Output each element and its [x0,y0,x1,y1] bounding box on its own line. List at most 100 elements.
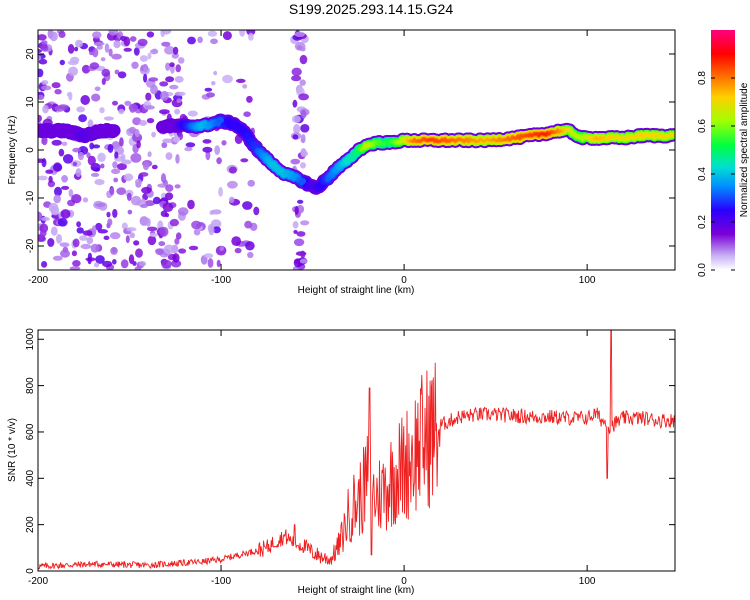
heatmap-cell [145,218,151,227]
heatmap-cell [148,77,159,82]
heatmap-cell [38,58,48,65]
heatmap-cell [87,155,96,166]
heatmap-cell [91,93,101,102]
heatmap-cell [57,104,69,110]
heatmap-cell [291,115,301,123]
heatmap-cell [75,168,82,178]
heatmap-cell [110,246,118,255]
heatmap-cell [127,209,133,215]
heatmap-cell [61,185,70,190]
heatmap-cell [157,183,169,188]
heatmap-cell [41,216,50,222]
heatmap-cell [292,134,299,140]
heatmap-cell [207,258,214,268]
heatmap-cell [158,241,166,247]
heatmap-cell [159,109,170,115]
heatmap-cell [146,118,155,124]
heatmap-cell [139,120,148,126]
heatmap-cell [113,40,121,49]
heatmap-cell [138,261,147,267]
heatmap-cell [58,31,66,38]
heatmap-cell [112,161,118,169]
heatmap-cell [60,249,70,258]
colorbar: 0.0 0.2 0.4 0.6 0.8 Normalized spectral ampl… [697,30,750,277]
heatmap-cell [202,139,212,144]
heatmap-cell [174,184,181,189]
heatmap-cell [79,235,88,241]
heatmap-cell [54,186,62,197]
heatmap-cell [197,36,203,44]
heatmap-cell [216,259,221,268]
heatmap-cell [221,140,227,146]
heatmap-cell [242,84,248,89]
heatmap-cell [60,209,71,219]
heatmap-cell [143,73,148,83]
heatmap-cell [109,187,115,196]
heatmap-cell [229,196,235,203]
heatmap-cell [172,136,181,143]
colorbar-tick-label: 0.4 [697,167,708,181]
heatmap-cell [135,178,142,186]
heatmap-cell [211,81,216,86]
heatmap-cell [48,175,53,183]
heatmap-cell [87,119,94,129]
heatmap-cell [128,104,138,112]
heatmap-cell [231,236,242,247]
heatmap-cell [165,152,173,161]
heatmap-cell [253,206,260,216]
x-tick-label: -100 [211,576,231,587]
heatmap-cell [78,114,87,123]
heatmap-cell [246,30,256,36]
heatmap-cell [299,258,308,264]
snr-xlabel: Height of straight line (km) [298,585,415,596]
heatmap-cell [300,124,310,133]
heatmap-cell [229,166,237,174]
heatmap-cell [300,162,306,169]
heatmap-cell [41,261,48,268]
heatmap-cell [187,36,196,45]
heatmap-cell [145,92,152,101]
heatmap-cell [120,259,129,269]
heatmap-cell [165,76,175,83]
heatmap-cell [38,114,42,123]
heatmap-cell [125,235,130,244]
heatmap-ridge-segment [100,125,112,137]
heatmap-cell [133,47,140,56]
heatmap-cell [293,229,298,234]
heatmap-cell [50,226,58,236]
heatmap-cell [147,151,152,158]
heatmap-cell [38,34,47,41]
heatmap-cell [139,172,149,177]
heatmap-cell [133,240,140,246]
heatmap-cell [45,169,54,174]
heatmap-cell [137,38,148,47]
heatmap-cell [151,131,157,138]
chart-title: S199.2025.293.14.15.G24 [289,1,453,17]
heatmap-cell [112,208,118,218]
heatmap-cell [59,242,70,247]
heatmap-cell [62,154,74,164]
heatmap-cell [297,199,304,204]
heatmap-cell [147,52,152,60]
heatmap-cell [132,117,142,126]
heatmap-cell [67,60,79,66]
spectrogram-ylabel: Frequency (Hz) [7,116,18,185]
heatmap-ridge-segment [298,178,307,186]
heatmap-cell [177,57,185,64]
heatmap-cell [112,100,118,106]
heatmap-cell [94,202,106,207]
heatmap-cell [161,41,171,47]
heatmap-cell [146,31,155,38]
heatmap-cell [212,226,221,234]
heatmap-cell [299,54,308,65]
y-tick-label: 20 [25,48,36,60]
heatmap-cell [244,220,253,229]
heatmap-cell [94,41,105,46]
heatmap-cell [77,151,84,161]
heatmap-cell [227,180,238,189]
heatmap-cell [202,146,213,153]
heatmap-cell [106,211,111,218]
heatmap-cell [120,153,126,162]
heatmap-cell [94,86,101,92]
